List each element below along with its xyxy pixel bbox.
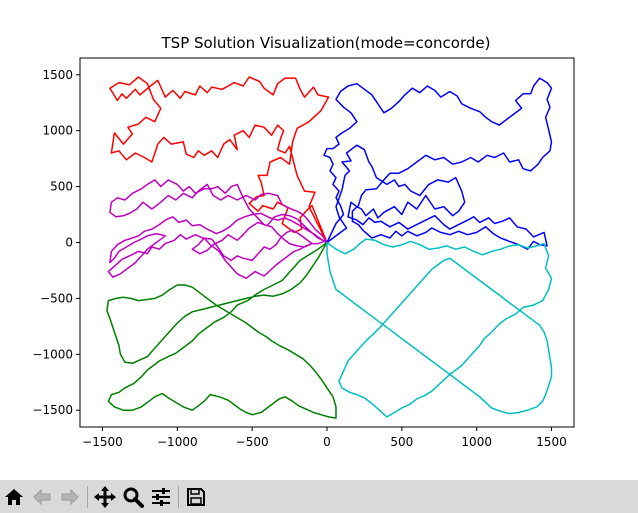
figure-background: [0, 0, 638, 480]
y-tick-label: −1000: [32, 347, 73, 361]
x-axis: −1500 −1000 −500 0 500 1000 1500: [82, 427, 567, 449]
x-tick-label: 0: [323, 435, 331, 449]
home-button[interactable]: [0, 483, 28, 511]
floppy-disk-icon: [187, 487, 205, 506]
x-tick-label: −1500: [82, 435, 123, 449]
pan-button[interactable]: [91, 483, 119, 511]
y-tick-label: 500: [50, 180, 73, 194]
y-tick-label: 1000: [42, 124, 73, 138]
move-arrows-icon: [94, 485, 116, 508]
figure: TSP Solution Visualization(mode=concorde…: [0, 0, 638, 480]
forward-button[interactable]: [56, 483, 84, 511]
x-tick-label: 500: [390, 435, 413, 449]
zoom-button[interactable]: [119, 483, 147, 511]
save-button[interactable]: [182, 483, 210, 511]
chart-title: TSP Solution Visualization(mode=concorde…: [161, 34, 491, 52]
route-line-3: [107, 179, 328, 280]
home-icon: [5, 488, 23, 505]
series-group: [106, 76, 553, 419]
y-tick-label: 0: [65, 236, 73, 250]
x-tick-label: −500: [236, 435, 269, 449]
route-line-2: [323, 77, 553, 250]
y-tick-label: −1500: [32, 403, 73, 417]
configure-subplots-button[interactable]: [147, 483, 175, 511]
back-button[interactable]: [28, 483, 56, 511]
route-line-4: [106, 241, 337, 419]
sliders-icon: [152, 487, 170, 506]
y-tick-label: 1500: [42, 68, 73, 82]
toolbar-separator: [87, 485, 88, 508]
route-line-5: [326, 238, 553, 418]
arrow-right-icon: [61, 488, 79, 505]
x-tick-label: −1000: [157, 435, 198, 449]
x-tick-label: 1000: [461, 435, 492, 449]
route-line-1: [109, 76, 330, 243]
y-axis: −1500 −1000 −500 0 500 1000 1500: [32, 68, 80, 417]
magnifier-icon: [123, 487, 144, 508]
arrow-left-icon: [33, 488, 51, 505]
toolbar-separator: [178, 485, 179, 508]
navigation-toolbar: [0, 480, 638, 513]
y-tick-label: −500: [40, 291, 73, 305]
x-tick-label: 1500: [536, 435, 567, 449]
